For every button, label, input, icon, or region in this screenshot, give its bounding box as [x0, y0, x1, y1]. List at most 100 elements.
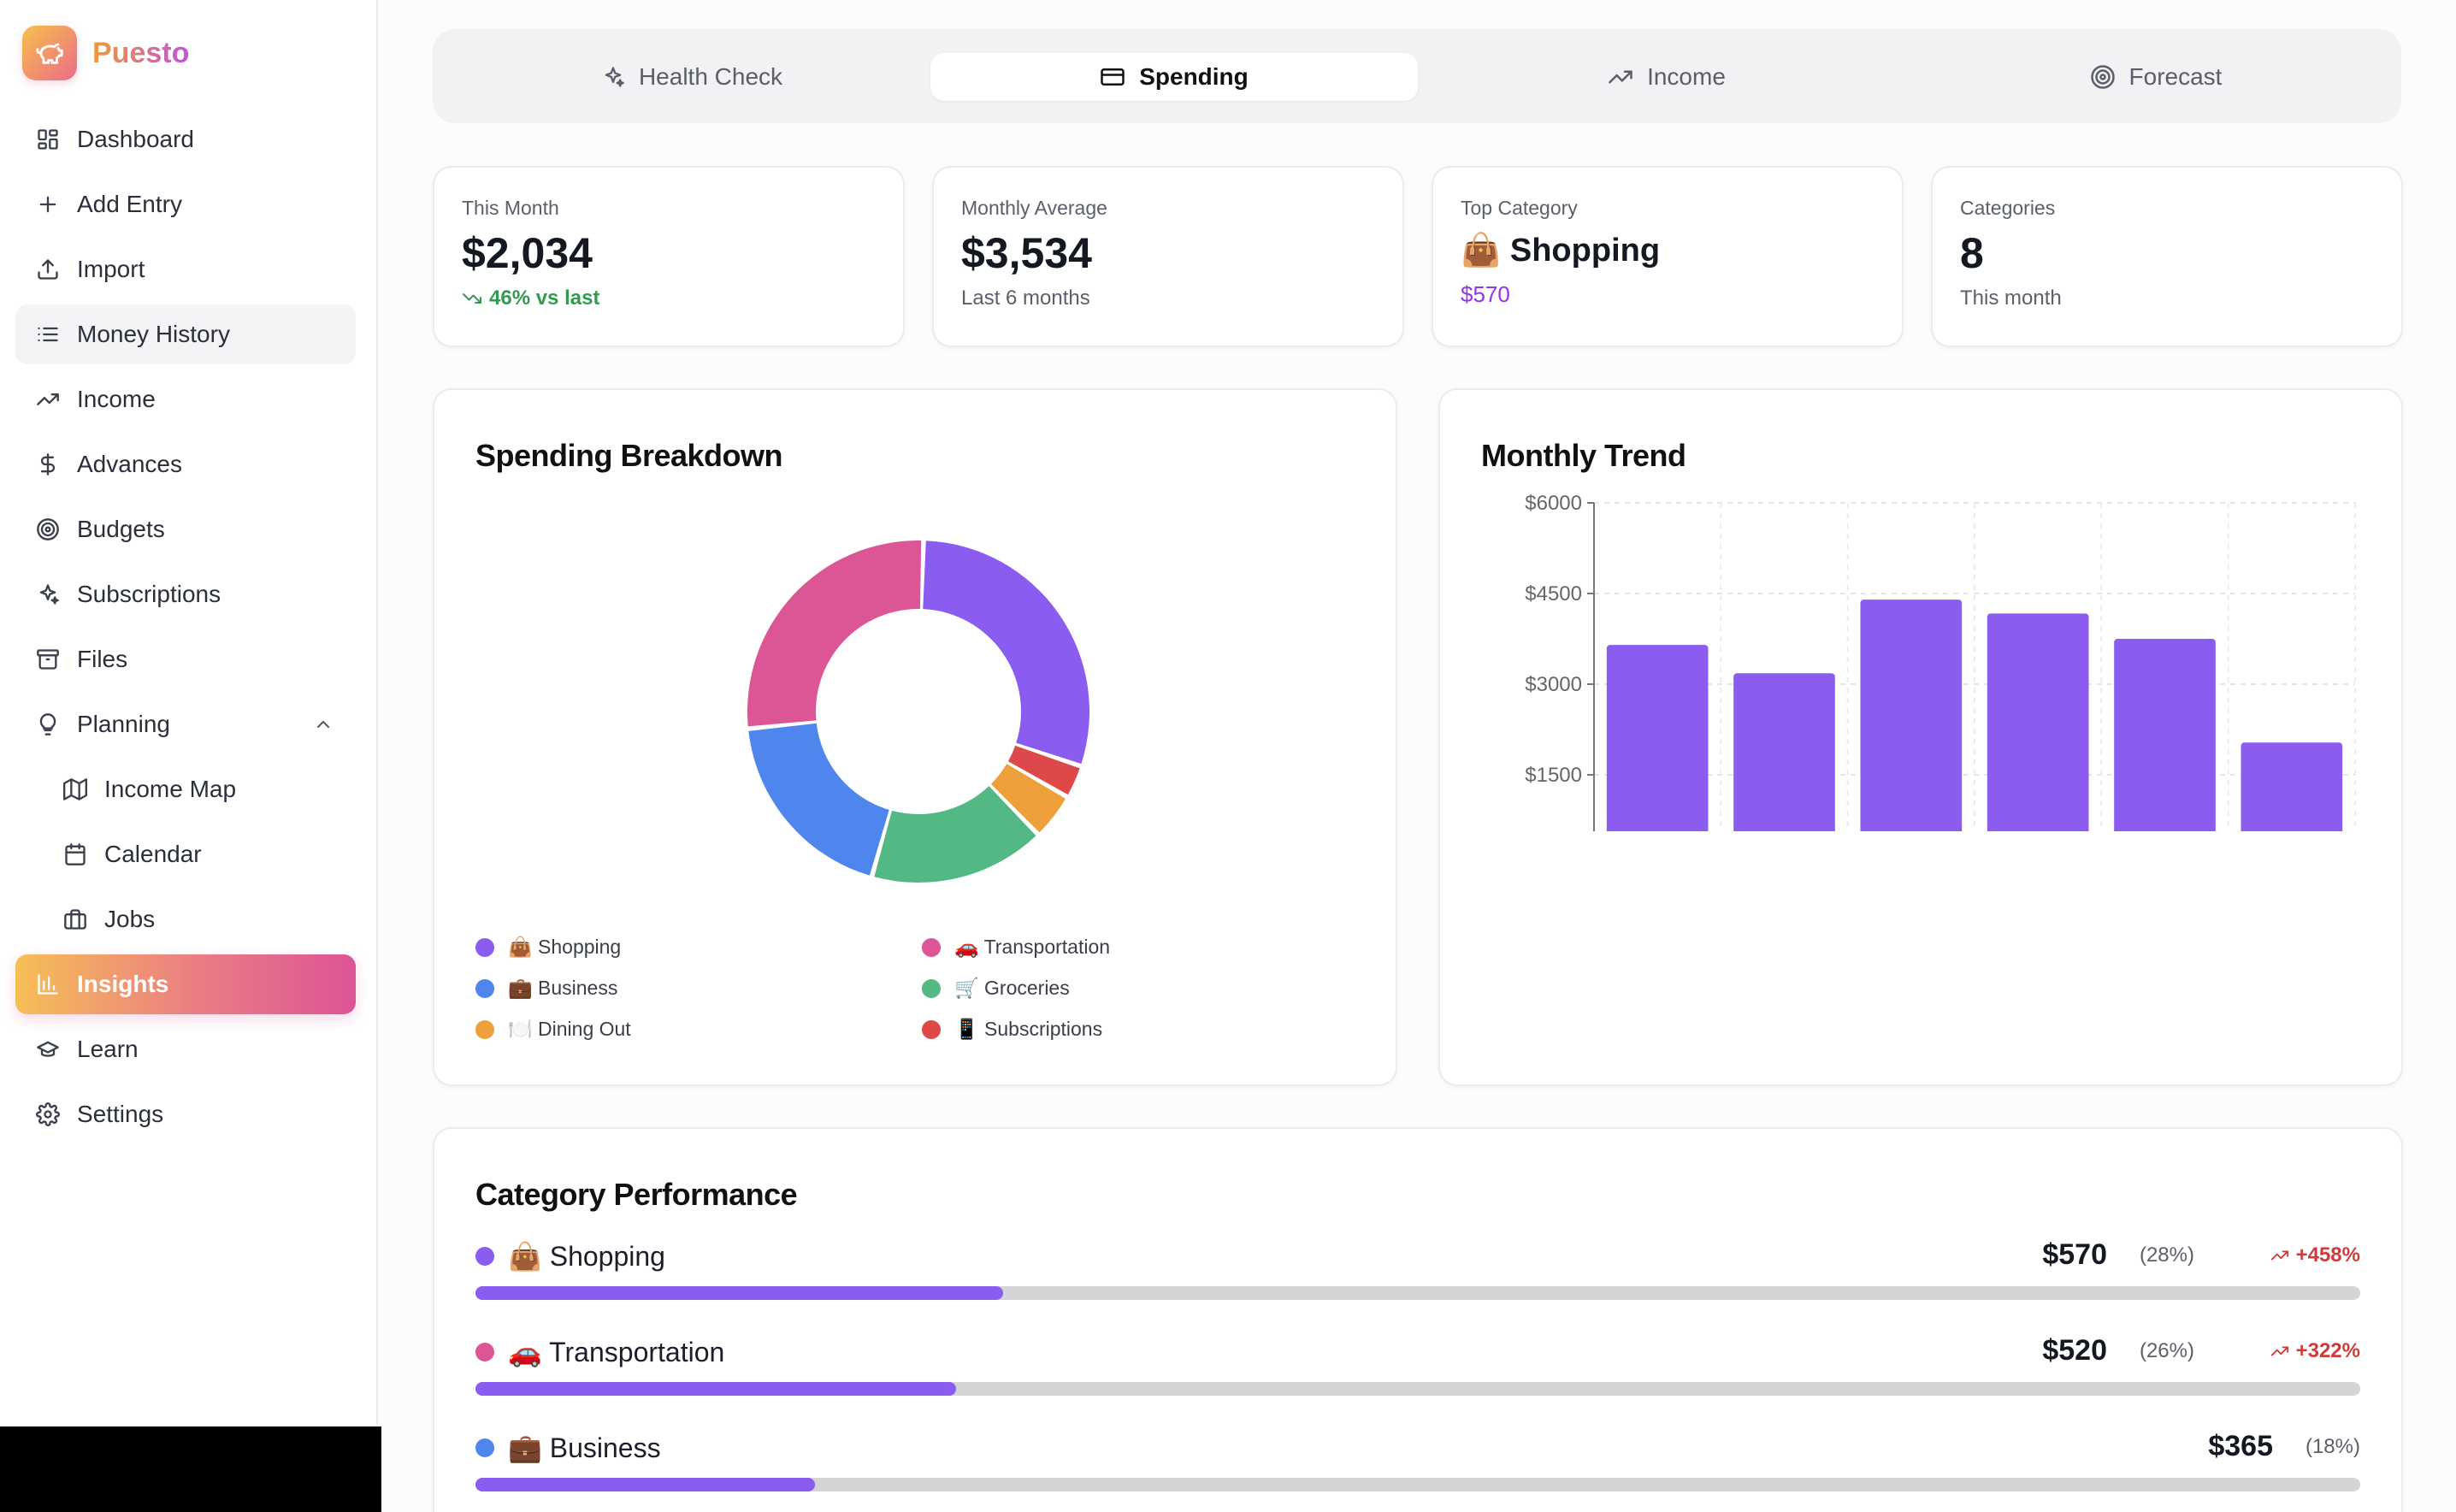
category-row[interactable]: 🚗 Transportation $520 (26%) +322% — [475, 1334, 2360, 1411]
bar-jul[interactable] — [1606, 645, 1709, 831]
category-progress-track — [475, 1286, 2360, 1300]
stat-label: Monthly Average — [961, 197, 1107, 219]
y-tick-label: $1500 — [1525, 764, 1582, 787]
donut-segment-dining out[interactable] — [990, 764, 1066, 833]
sidebar-footer-blackout — [0, 1426, 381, 1512]
dollar-icon — [34, 451, 62, 478]
list-icon — [34, 321, 62, 348]
category-progress-fill — [475, 1478, 815, 1491]
legend-dot — [475, 937, 494, 957]
legend-label: 📱 Subscriptions — [954, 1018, 1103, 1040]
legend-dot — [475, 978, 494, 998]
stat-card-this-month: This Month $2,034 46% vs last — [433, 166, 905, 347]
trending-up-icon — [34, 386, 62, 413]
lightbulb-icon — [34, 711, 62, 738]
dashboard-icon — [34, 126, 62, 153]
sidebar-item-add-entry[interactable]: Add Entry — [15, 174, 356, 234]
sidebar-item-income[interactable]: Income — [15, 369, 356, 429]
category-progress-fill — [475, 1286, 1004, 1300]
sidebar-item-label: Learn — [77, 1036, 139, 1062]
legend-item: 🍽️ Dining Out — [475, 1018, 631, 1041]
donut-segment-business[interactable] — [748, 723, 889, 876]
tab-income[interactable]: Income — [1423, 53, 1910, 101]
legend-label: 🍽️ Dining Out — [508, 1018, 631, 1040]
stat-value: $2,034 — [462, 229, 593, 277]
sidebar-item-calendar[interactable]: Calendar — [43, 824, 356, 884]
bar-oct[interactable] — [1987, 613, 2089, 831]
sidebar-item-budgets[interactable]: Budgets — [15, 499, 356, 559]
category-row[interactable]: 💼 Business $365 (18%) — [475, 1430, 2360, 1507]
legend-item: 💼 Business — [475, 977, 617, 1000]
tab-forecast[interactable]: Forecast — [1912, 53, 2400, 101]
map-icon — [62, 776, 89, 803]
sidebar-item-money-history[interactable]: Money History — [15, 304, 356, 364]
y-tick-label: $6000 — [1525, 492, 1582, 515]
sidebar-item-insights[interactable]: Insights — [15, 954, 356, 1014]
briefcase-icon — [62, 906, 89, 933]
donut-segment-subscriptions[interactable] — [1007, 745, 1080, 795]
sidebar-item-label: Calendar — [104, 841, 202, 867]
sidebar-item-subscriptions[interactable]: Subscriptions — [15, 564, 356, 624]
legend-dot — [922, 937, 941, 957]
gear-icon — [34, 1101, 62, 1128]
sidebar-item-advances[interactable]: Advances — [15, 434, 356, 494]
bar-nov[interactable] — [2114, 639, 2216, 831]
sidebar-item-label: Files — [77, 646, 128, 672]
category-percent: (18%) — [2305, 1435, 2360, 1458]
legend-label: 💼 Business — [508, 977, 618, 999]
sidebar-item-label: Income — [77, 386, 156, 412]
tab-spending[interactable]: Spending — [930, 53, 1418, 101]
sidebar-item-jobs[interactable]: Jobs — [43, 889, 356, 949]
category-row[interactable]: 👜 Shopping $570 (28%) +458% — [475, 1238, 2360, 1315]
brand[interactable]: Puesto — [22, 26, 189, 80]
legend-dot — [475, 1019, 494, 1039]
bar-sep[interactable] — [1860, 599, 1963, 831]
tab-label: Spending — [1139, 63, 1249, 90]
trending-up-icon — [2270, 1342, 2289, 1361]
trending-up-icon — [2270, 1246, 2289, 1265]
chevron-up-icon[interactable] — [313, 713, 334, 741]
sparkles-icon — [34, 581, 62, 608]
category-name: 👜 Shopping — [508, 1241, 665, 1272]
category-amount: $365 — [2208, 1430, 2273, 1462]
stat-sub: $570 — [1461, 281, 1510, 307]
panel-title: Spending Breakdown — [475, 438, 783, 473]
sidebar-item-import[interactable]: Import — [15, 239, 356, 299]
trending-down-icon — [462, 288, 482, 309]
donut-segment-shopping[interactable] — [923, 540, 1089, 765]
legend-label: 👜 Shopping — [508, 936, 622, 958]
sidebar-item-label: Budgets — [77, 516, 165, 542]
bar-dec[interactable] — [2241, 742, 2343, 831]
legend-item: 🛒 Groceries — [922, 977, 1070, 1000]
category-progress-track — [475, 1382, 2360, 1396]
donut-segment-transportation[interactable] — [747, 540, 922, 727]
sidebar-item-dashboard[interactable]: Dashboard — [15, 109, 356, 169]
bar-aug[interactable] — [1733, 673, 1835, 831]
target-icon — [34, 516, 62, 543]
donut-segment-groceries[interactable] — [874, 786, 1036, 883]
category-change: +458% — [2270, 1243, 2360, 1267]
sidebar: Puesto Dashboard Add Entry Import Money … — [0, 0, 378, 1512]
sparkles-icon — [601, 65, 625, 89]
sidebar-item-label: Import — [77, 256, 145, 282]
sidebar-item-files[interactable]: Files — [15, 629, 356, 689]
sidebar-item-income-map[interactable]: Income Map — [43, 759, 356, 819]
stat-value: 8 — [1960, 229, 1984, 277]
category-amount: $570 — [2042, 1238, 2107, 1271]
category-progress-fill — [475, 1382, 957, 1396]
insights-tabs: Health Check Spending Income Forecast — [433, 29, 2401, 123]
monthly-trend-card: Monthly Trend $0$1500$3000$4500$6000JulA… — [1438, 388, 2403, 1086]
sidebar-item-planning[interactable]: Planning — [15, 694, 356, 754]
sidebar-item-settings[interactable]: Settings — [15, 1084, 356, 1144]
legend-label: 🚗 Transportation — [954, 936, 1111, 958]
legend-item: 👜 Shopping — [475, 936, 621, 959]
stat-value: $3,534 — [961, 229, 1092, 277]
sidebar-item-label: Dashboard — [77, 126, 194, 152]
category-performance-card: Category Performance — [433, 1127, 2403, 1512]
sidebar-item-learn[interactable]: Learn — [15, 1019, 356, 1079]
stat-label: This Month — [462, 197, 559, 219]
panel-title: Monthly Trend — [1481, 438, 1686, 473]
stat-card-categories: Categories 8 This month — [1931, 166, 2403, 347]
tab-label: Income — [1647, 63, 1726, 90]
tab-health-check[interactable]: Health Check — [448, 53, 936, 101]
